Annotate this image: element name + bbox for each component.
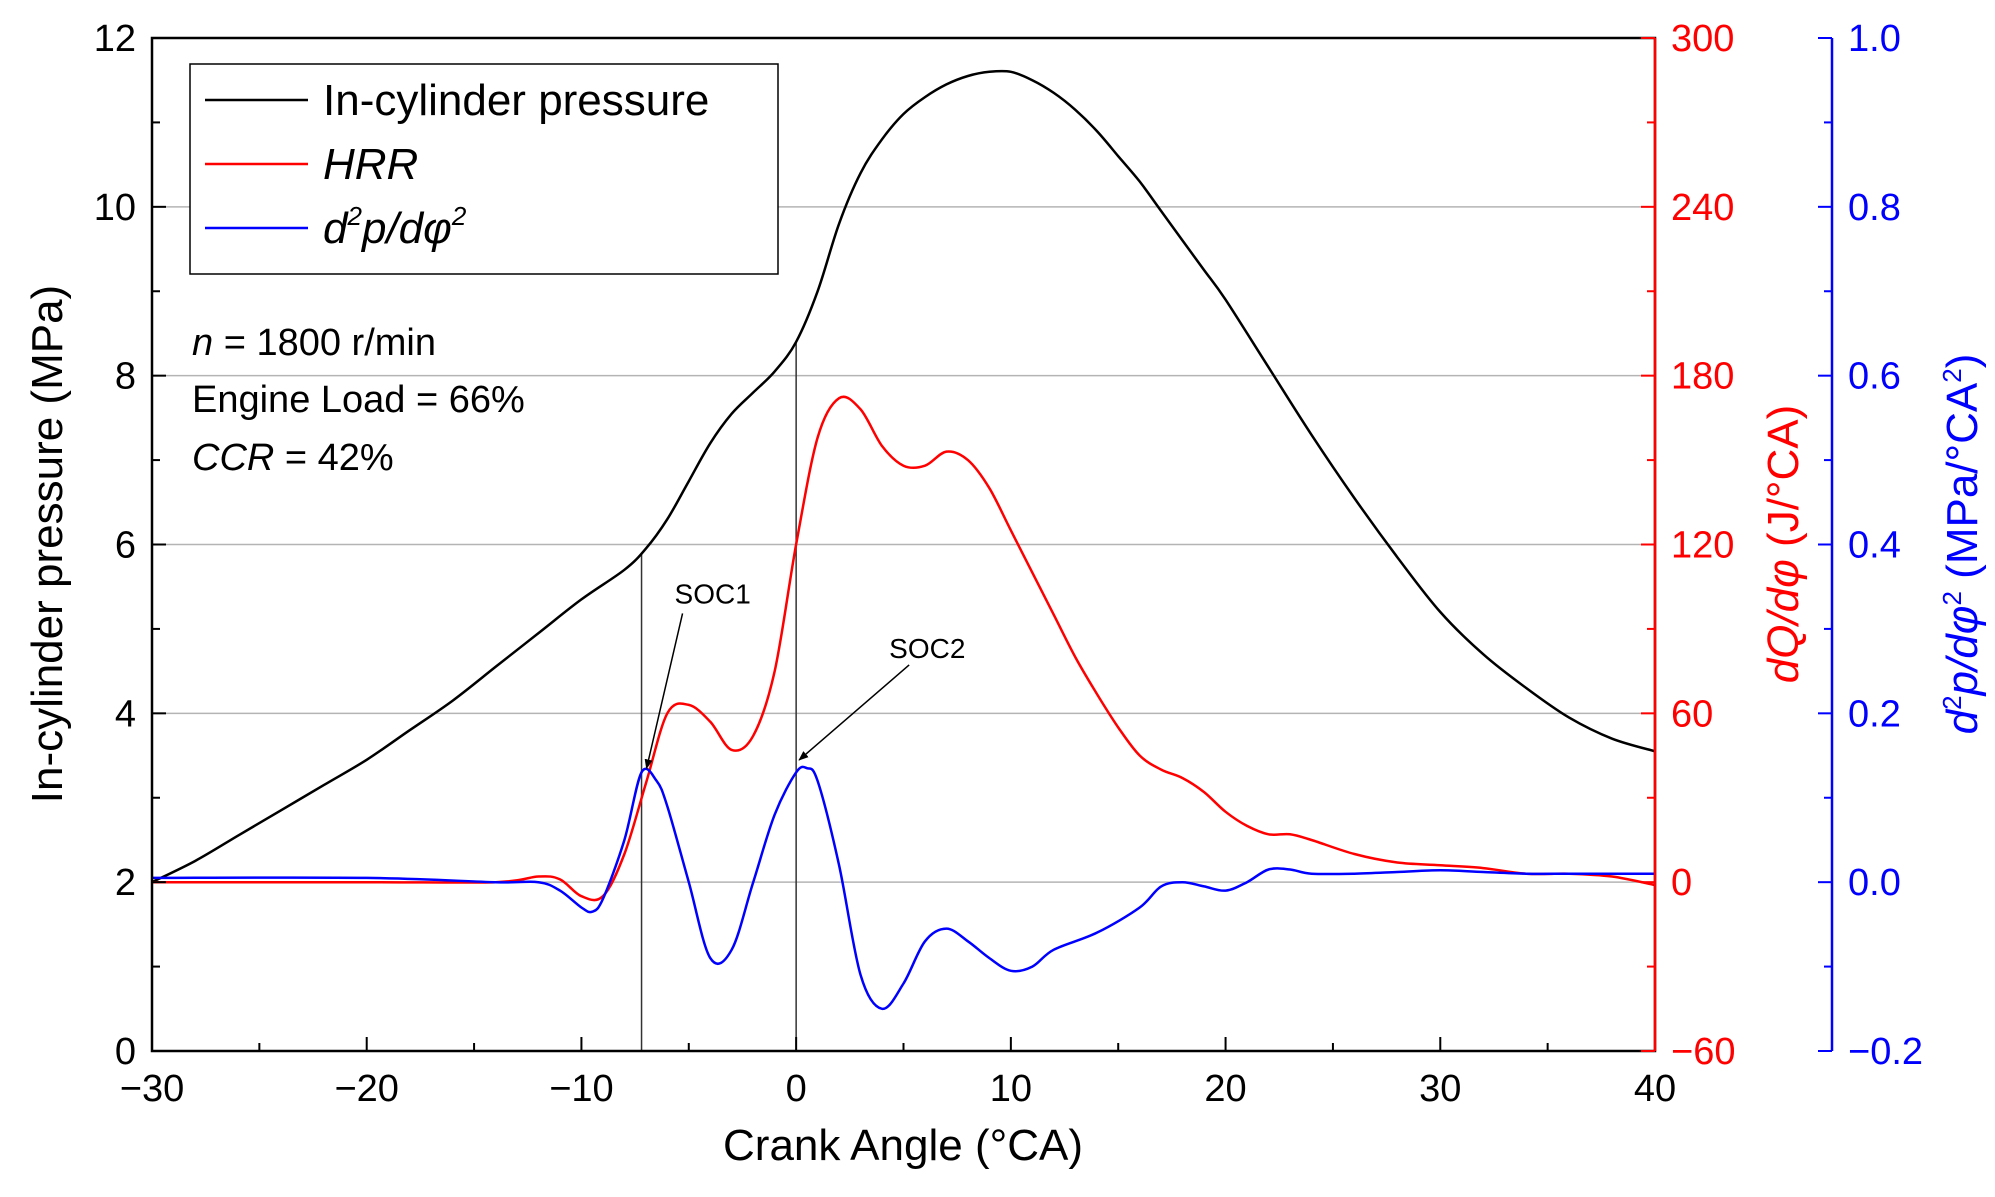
condition-load: Engine Load = 66%	[192, 379, 525, 421]
soc-arrow	[798, 664, 910, 761]
condition-ccr-value: = 42%	[274, 437, 393, 479]
condition-ccr: CCR = 42%	[192, 437, 394, 479]
y-right2-title-unit: (MPa/°CA	[1938, 382, 1987, 591]
y-tick-label: 4	[115, 693, 136, 735]
soc-annotations: SOC1 SOC2	[644, 578, 965, 770]
y-tick-label: 1.0	[1848, 18, 1901, 60]
x-tick-label: 20	[1204, 1068, 1246, 1110]
legend: In-cylinder pressure HRR d2p/dφ2	[189, 63, 779, 275]
series-d2p-line	[151, 765, 1655, 1011]
operating-conditions: n = 1800 r/min Engine Load = 66% CCR = 4…	[192, 322, 525, 479]
y-right1-axis-title: dQ/dφ (J/°CA)	[1759, 405, 1808, 684]
y-tick-label: 0	[115, 1031, 136, 1073]
y-tick-label: 2	[115, 862, 136, 904]
y-tick-label: 180	[1671, 356, 1734, 398]
y-tick-label: 60	[1671, 693, 1713, 735]
series-pressure-line	[151, 69, 1656, 884]
y-tick-label: 10	[94, 187, 136, 229]
y-right2-title-mid: p/dφ	[1938, 606, 1987, 698]
grid-lines	[152, 206, 1655, 883]
legend-d2p-mid: p/dφ	[360, 204, 452, 253]
y-axis-right-hrr: −60 0 60 120 180 240 300	[1641, 18, 1735, 1073]
y-tick-label: 240	[1671, 187, 1734, 229]
y-tick-label: 0.4	[1848, 525, 1901, 567]
x-tick-label: −20	[334, 1068, 398, 1110]
y-right1-axis-title-unit: (J/°CA)	[1759, 405, 1808, 559]
condition-speed-value: = 1800 r/min	[213, 322, 436, 364]
y-tick-label: 0.8	[1848, 187, 1901, 229]
series-lines	[151, 69, 1656, 1011]
y-tick-label: 120	[1671, 525, 1734, 567]
y-tick-label: 12	[94, 18, 136, 60]
x-tick-label: −30	[120, 1068, 184, 1110]
y-tick-label: 0.6	[1848, 356, 1901, 398]
x-tick-label: 30	[1419, 1068, 1461, 1110]
y-right1-axis-title-var: dQ/dφ	[1759, 559, 1808, 683]
x-axis: −30 −20 −10 0 10 20 30 40	[120, 1037, 1676, 1110]
soc-label: SOC2	[889, 633, 965, 664]
condition-speed-var: n	[192, 322, 213, 364]
y-tick-label: 6	[115, 525, 136, 567]
legend-label-pressure: In-cylinder pressure	[323, 76, 709, 125]
y-axis-left: 0 2 4 6 8 10 12	[94, 18, 166, 1073]
x-tick-label: 40	[1634, 1068, 1676, 1110]
condition-ccr-var: CCR	[192, 437, 274, 479]
y-left-axis-title: In-cylinder pressure (MPa)	[23, 285, 72, 803]
legend-d2p-d: d	[323, 204, 349, 253]
x-axis-title: Crank Angle (°CA)	[723, 1121, 1083, 1170]
series-hrr-line	[152, 395, 1656, 902]
y-right2-title-d: d	[1938, 708, 1987, 734]
y-tick-label: −0.2	[1848, 1031, 1923, 1073]
y-tick-label: −60	[1671, 1031, 1735, 1073]
soc-label: SOC1	[675, 578, 751, 609]
soc-vertical-markers	[640, 341, 797, 1051]
y-axis-right-d2p: −0.2 0.0 0.2 0.4 0.6 0.8 1.0	[1818, 18, 1923, 1073]
x-tick-label: −10	[549, 1068, 613, 1110]
y-tick-label: 0	[1671, 862, 1692, 904]
soc-arrow	[644, 613, 684, 770]
legend-label-d2p: d2p/dφ2	[323, 201, 467, 253]
y-tick-label: 0.0	[1848, 862, 1901, 904]
y-right2-axis-title: d2p/dφ2 (MPa/°CA2)	[1937, 354, 1987, 735]
y-tick-label: 0.2	[1848, 693, 1901, 735]
y-right2-title-sup2: 2	[1937, 591, 1967, 605]
y-tick-label: 300	[1671, 18, 1734, 60]
x-tick-label: 10	[990, 1068, 1032, 1110]
legend-label-hrr: HRR	[323, 140, 418, 189]
x-tick-label: 0	[786, 1068, 807, 1110]
y-tick-label: 8	[115, 356, 136, 398]
y-right2-title-sup3: 2	[1937, 368, 1967, 382]
y-right2-title-close: )	[1938, 354, 1987, 369]
condition-speed: n = 1800 r/min	[192, 322, 436, 364]
legend-d2p-sup1: 2	[346, 201, 362, 231]
y-right2-title-sup1: 2	[1937, 695, 1967, 709]
legend-d2p-sup2: 2	[451, 201, 467, 231]
